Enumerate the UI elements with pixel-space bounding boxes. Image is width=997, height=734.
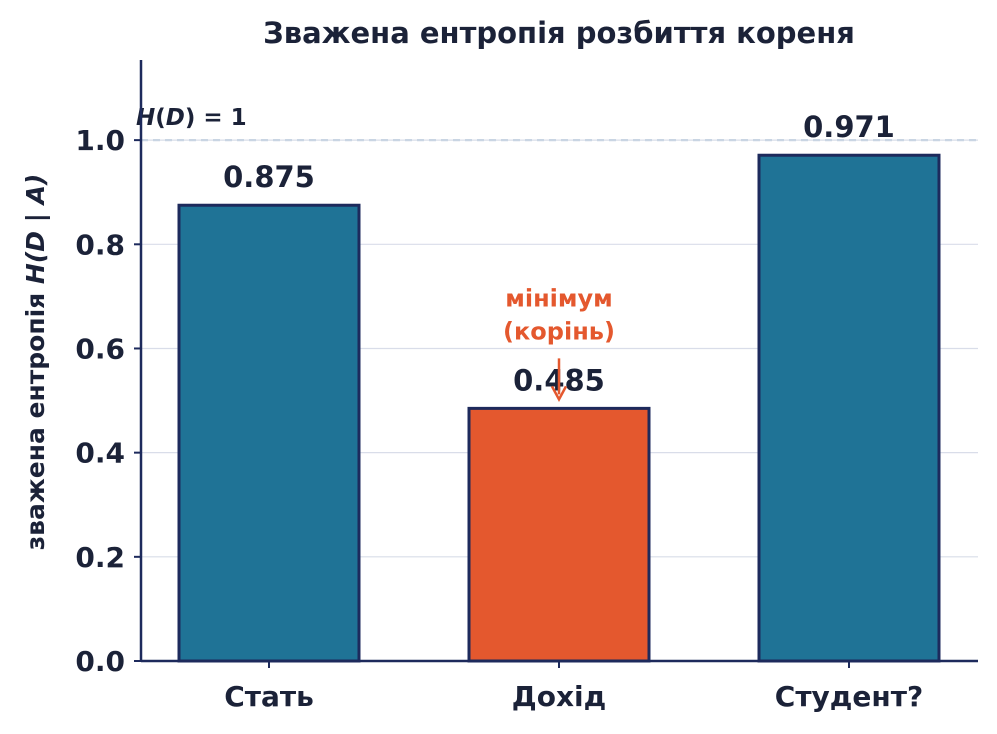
y-ticks: 0.0 0.2 0.4 0.6 0.8 1.0 (75, 124, 141, 678)
y-tick-label-3: 0.6 (75, 332, 125, 365)
bars (177, 153, 941, 663)
reference-line-group: H(D) = 1 (136, 105, 978, 142)
y-tick-label-4: 0.8 (75, 228, 125, 261)
value-label-1: 0.875 (223, 160, 315, 194)
y-axis-label-text: зважена ентропія (21, 284, 50, 550)
bar-2 (467, 406, 651, 663)
annotation-line-1: мінімум (505, 284, 613, 312)
annotation: мінімум (корінь) (503, 284, 615, 403)
annotation-arrow-head (550, 385, 568, 403)
annotation-line-2: (корінь) (503, 317, 615, 345)
chart-title: Зважена ентропія розбиття кореня (263, 16, 855, 50)
value-label-3: 0.971 (803, 110, 895, 144)
x-ticks: Стать Дохід Студент? (224, 661, 923, 713)
y-tick-label-1: 0.2 (75, 541, 125, 574)
y-tick-label-5: 1.0 (75, 124, 125, 157)
x-tick-label-2: Дохід (512, 680, 606, 713)
x-tick-label-1: Стать (224, 680, 314, 713)
y-tick-label-2: 0.4 (75, 437, 125, 470)
y-tick-label-0: 0.0 (75, 645, 125, 678)
y-axis-label-math: H(D | A) (21, 174, 50, 284)
reference-line-label: H(D) = 1 (136, 105, 247, 131)
x-tick-label-3: Студент? (775, 680, 923, 713)
bar-3 (757, 153, 941, 663)
bar-1 (177, 203, 361, 663)
y-axis-label: зважена ентропія H(D | A) (21, 174, 50, 551)
